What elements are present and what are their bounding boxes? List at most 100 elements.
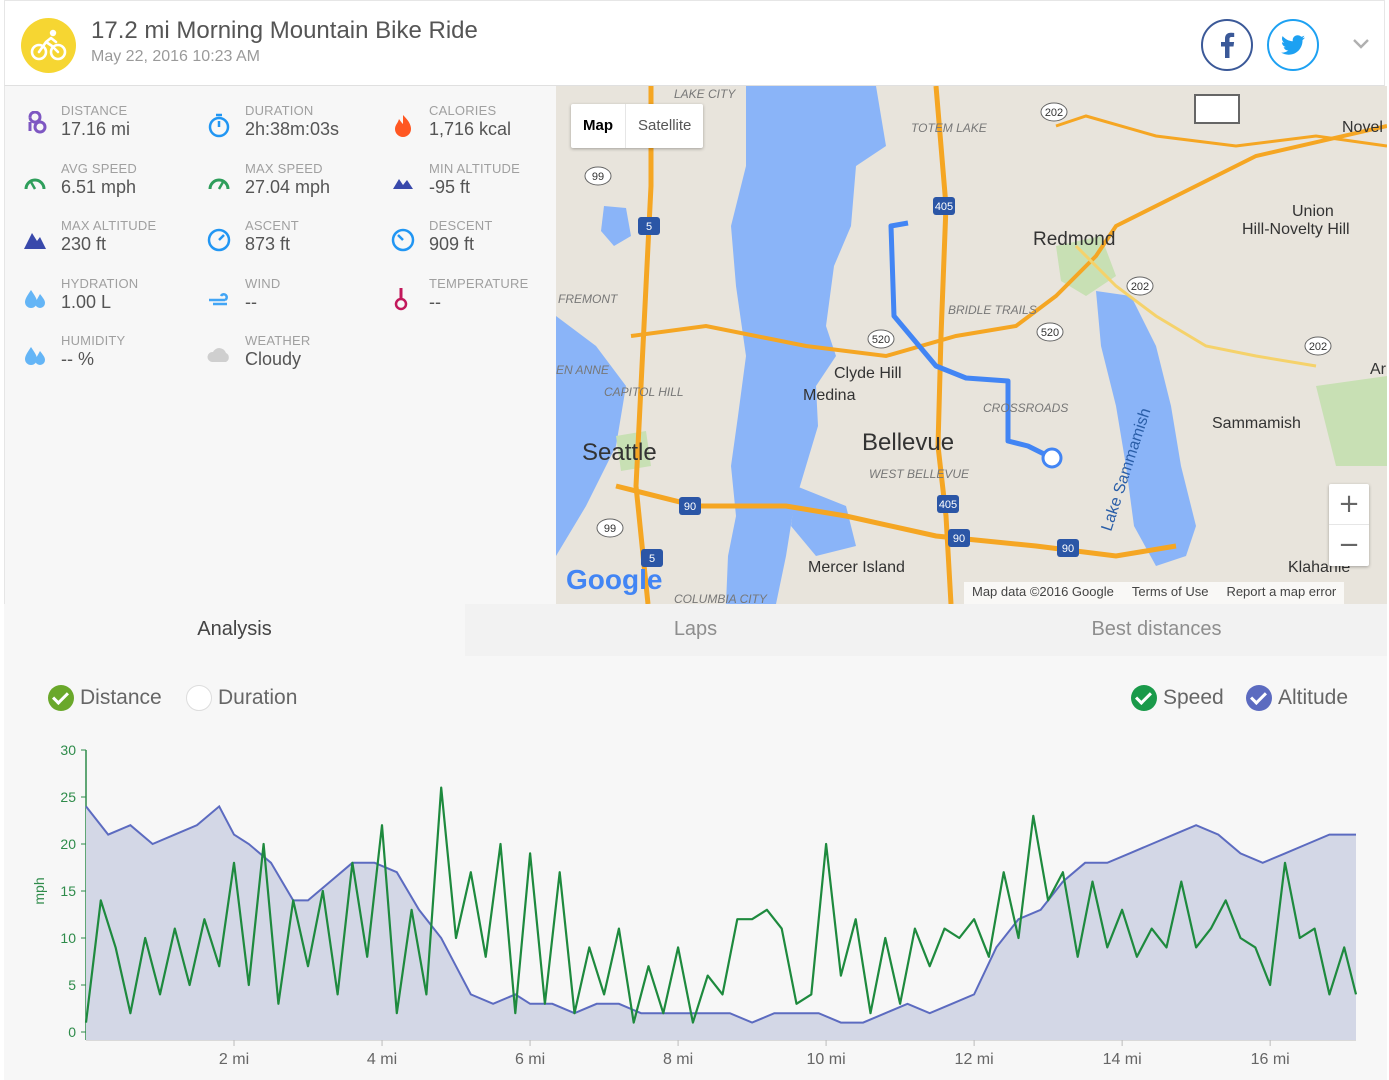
stat-label: MAX SPEED: [245, 160, 323, 176]
stat-value: --: [429, 291, 441, 312]
y-tick-label: 15: [60, 883, 76, 899]
analysis-panel: Distance Duration Speed Altitude 0 5 10 15 2…: [4, 656, 1387, 1080]
map-type-map-button[interactable]: Map: [571, 104, 626, 148]
stat-value: 17.16 mi: [61, 119, 131, 139]
speed-line: [84, 786, 1358, 1024]
speed-altitude-chart[interactable]: 0 5 10 15 20 25 30 mph 2 mi 4 mi 6 mi 8 mi 10 mi 12 m…: [4, 736, 1387, 1080]
altitude-check-icon: [1246, 685, 1272, 711]
y-tick-label: 30: [60, 742, 76, 758]
terms-of-use-link[interactable]: Terms of Use: [1131, 584, 1209, 599]
twitter-share-button[interactable]: [1267, 19, 1319, 71]
ride-route: [888, 220, 1050, 459]
highway-shield-number: 5: [646, 221, 652, 233]
route-map[interactable]: LAKE CITY TOTEM LAKE Novel Union Hill-Novelt…: [556, 86, 1387, 604]
highway-shield: 202: [1126, 276, 1154, 296]
highway-shield: 99: [596, 518, 624, 538]
facebook-share-button[interactable]: [1201, 19, 1253, 71]
highway-202: [1055, 114, 1387, 148]
distance-toggle[interactable]: Distance: [48, 684, 162, 712]
distance-check-icon: [48, 685, 74, 711]
highway-shield-number: 405: [935, 201, 953, 213]
speed-check-icon: [1131, 685, 1157, 711]
stat-min-altitude: MIN ALTITUDE -95 ft: [389, 161, 569, 211]
stat-max-altitude: MAX ALTITUDE 230 ft: [21, 218, 201, 268]
speed-toggle[interactable]: Speed: [1131, 684, 1224, 712]
google-logo: Google: [566, 564, 662, 596]
stat-label: HUMIDITY: [61, 333, 126, 348]
x-tick-label: 10 mi: [807, 1051, 846, 1068]
stat-label: DURATION: [245, 103, 314, 118]
zoom-control[interactable]: + −: [1329, 484, 1369, 566]
duration-toggle[interactable]: Duration: [186, 684, 297, 712]
max-speed-gauge-icon: [208, 178, 230, 190]
stat-weather: WEATHER Cloudy: [205, 333, 385, 383]
stat-temperature: TEMPERATURE --: [389, 276, 569, 326]
stat-label: CALORIES: [429, 103, 497, 118]
stat-value: -95 ft: [429, 176, 471, 197]
highway-202-east: [1074, 244, 1317, 368]
map-label: Clyde Hill: [834, 365, 902, 382]
highway-shield-number: 520: [872, 334, 890, 346]
highway-i90: [615, 483, 1177, 559]
highway-shield: 99: [584, 166, 612, 186]
highway-shield: 90: [679, 497, 701, 515]
stopwatch-icon: [208, 113, 230, 138]
stat-hydration: HYDRATION 1.00 L: [21, 276, 201, 326]
distance-toggle-label: Distance: [80, 686, 162, 709]
map-label: Novel: [1342, 119, 1383, 136]
zoom-out-button[interactable]: −: [1338, 530, 1360, 560]
stat-value: 6.51 mph: [61, 176, 137, 197]
y-tick-label: 0: [68, 1024, 76, 1040]
report-map-error-link[interactable]: Report a map error: [1226, 584, 1337, 599]
speed-toggle-label: Speed: [1163, 686, 1224, 709]
min-altitude-mountain-icon: [393, 178, 413, 189]
highway-i405: [933, 86, 954, 604]
map-attribution: Map data ©2016 Google Terms of Use Repor…: [964, 582, 1345, 604]
stat-duration: DURATION 2h:38m:03s: [205, 103, 385, 153]
map-label: BRIDLE TRAILS: [948, 303, 1037, 317]
map-type-control[interactable]: Map Satellite: [571, 104, 704, 148]
park-area: [1316, 376, 1387, 466]
map-label: Union: [1292, 203, 1334, 220]
map-label: FREMONT: [558, 292, 619, 306]
map-label: Bellevue: [862, 429, 954, 456]
stat-value: 1,716 kcal: [429, 119, 512, 139]
google-logo-text: Google: [566, 564, 663, 595]
wind-icon: [209, 292, 228, 305]
stat-label: WIND: [245, 275, 281, 291]
tab-laps[interactable]: Laps: [673, 618, 718, 640]
x-tick-label: 2 mi: [219, 1051, 249, 1068]
map-label: EN ANNE: [556, 363, 610, 377]
y-tick-label: 5: [68, 977, 76, 993]
stat-value: 27.04 mph: [245, 176, 331, 197]
route-end-marker: [1041, 447, 1063, 469]
altitude-toggle[interactable]: Altitude: [1246, 684, 1348, 712]
lake-union: [601, 206, 631, 246]
stat-value: 909 ft: [429, 234, 475, 254]
chevron-down-icon[interactable]: [1351, 33, 1371, 53]
twitter-icon: [1281, 35, 1305, 55]
mountain-bike-icon: [21, 18, 76, 73]
fullscreen-button[interactable]: [1194, 94, 1240, 124]
stat-value: 873 ft: [245, 234, 291, 254]
x-tick-label: 6 mi: [515, 1051, 545, 1068]
x-tick-label: 14 mi: [1103, 1051, 1142, 1068]
highway-shield-number: 202: [1131, 281, 1149, 293]
stat-humidity: HUMIDITY -- %: [21, 333, 201, 383]
highway-shield-number: 202: [1045, 107, 1063, 119]
map-label: WEST BELLEVUE: [869, 467, 970, 481]
map-label: Sammamish: [1212, 415, 1301, 432]
stat-label: HYDRATION: [61, 275, 139, 291]
map-type-satellite-button[interactable]: Satellite: [638, 117, 692, 134]
highway-i5: [633, 86, 654, 604]
stat-wind: WIND --: [205, 276, 385, 326]
duration-check-icon: [186, 685, 212, 711]
tab-analysis[interactable]: Analysis: [4, 604, 465, 656]
duration-toggle-label: Duration: [218, 686, 298, 709]
stat-calories: CALORIES 1,716 kcal: [389, 103, 569, 153]
x-tick-label: 8 mi: [663, 1051, 693, 1068]
map-canvas[interactable]: LAKE CITY TOTEM LAKE Novel UnionHill-Novelt…: [556, 86, 1387, 604]
map-label: TOTEM LAKE: [911, 121, 988, 135]
zoom-in-button[interactable]: +: [1329, 484, 1369, 525]
tab-best-distances[interactable]: Best distances: [1091, 618, 1222, 640]
